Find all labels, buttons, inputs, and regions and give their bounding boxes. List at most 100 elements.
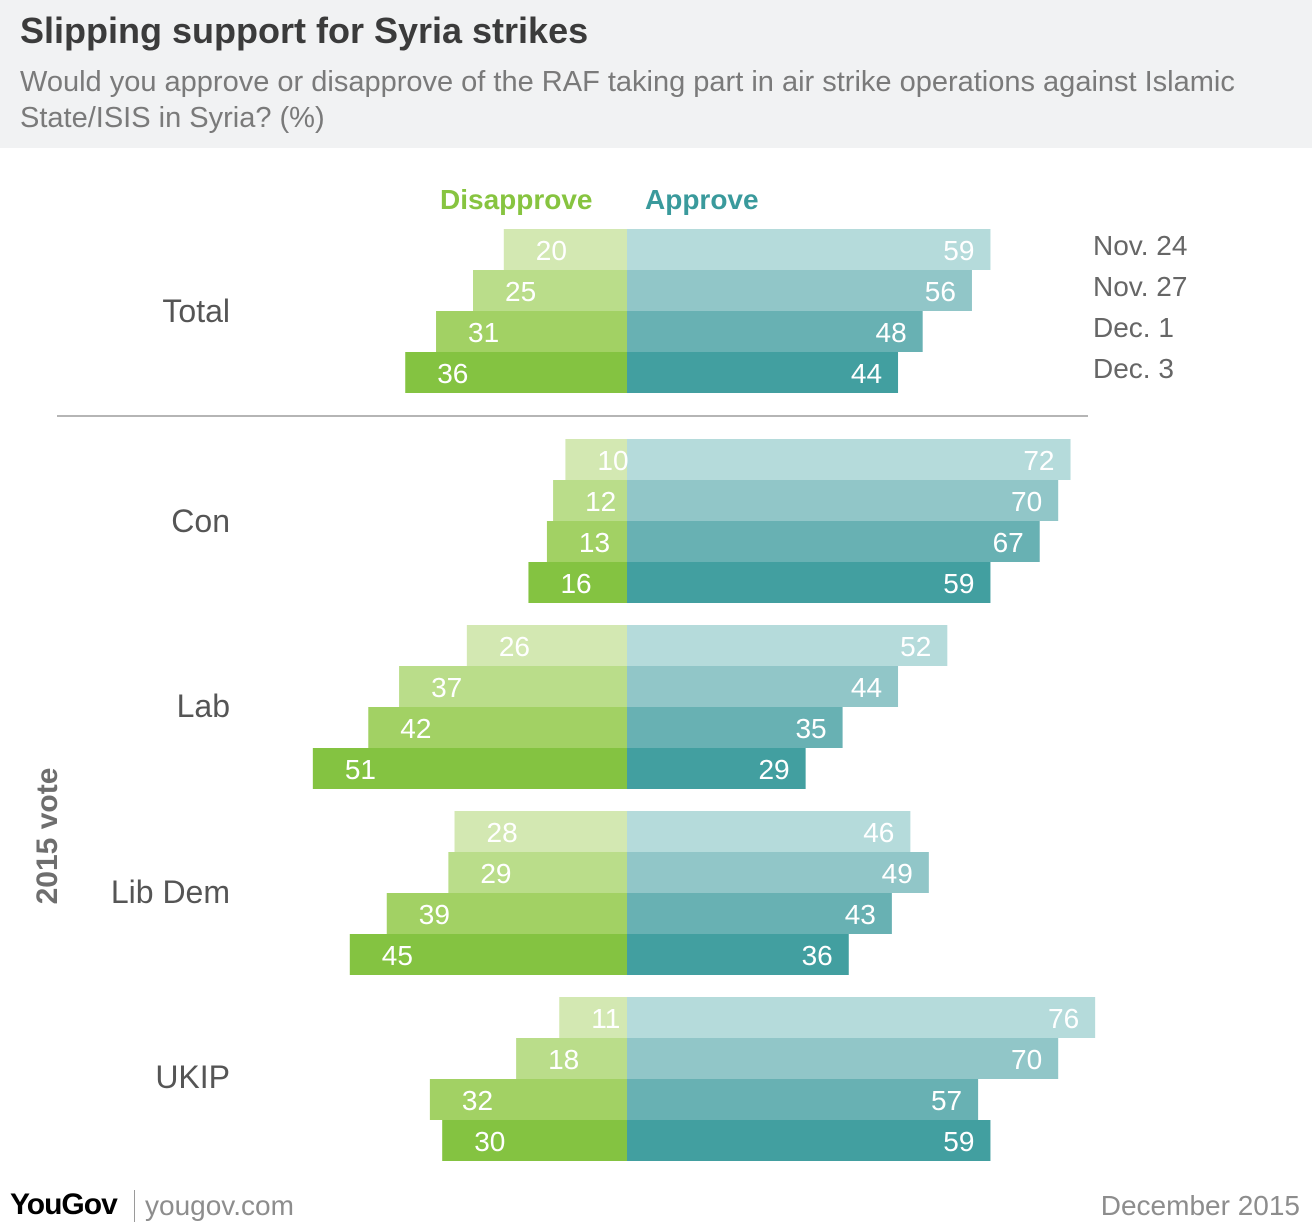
bar-disapprove-total-2 [436, 311, 627, 352]
bar-disapprove-con-3 [528, 562, 627, 603]
value-disapprove-total-0: 20 [536, 235, 567, 266]
group-label-ukip: UKIP [155, 1059, 230, 1095]
value-approve-ukip-2: 57 [931, 1085, 962, 1116]
bar-disapprove-lab-3 [312, 748, 627, 789]
legend-disapprove: Disapprove [440, 184, 593, 215]
value-approve-ukip-0: 76 [1048, 1003, 1079, 1034]
value-disapprove-ukip-3: 30 [474, 1126, 505, 1157]
group-label-con: Con [171, 503, 230, 539]
value-disapprove-lab-3: 51 [345, 754, 376, 785]
legend-approve: Approve [645, 184, 759, 215]
footer-divider [134, 1190, 135, 1222]
bar-approve-lab-3 [627, 748, 806, 789]
value-approve-con-2: 67 [993, 527, 1024, 558]
bar-approve-con-1 [627, 480, 1059, 521]
bar-approve-ukip-3 [627, 1120, 991, 1161]
value-approve-con-1: 70 [1011, 486, 1042, 517]
header: Slipping support for Syria strikes Would… [0, 0, 1312, 148]
wave-label: Dec. 3 [1093, 353, 1174, 384]
bar-approve-lab-2 [627, 707, 843, 748]
value-disapprove-con-0: 10 [597, 445, 628, 476]
bar-approve-total-0 [627, 229, 991, 270]
value-approve-ukip-3: 59 [943, 1126, 974, 1157]
bar-disapprove-total-3 [405, 352, 627, 393]
bar-disapprove-lib-dem-1 [448, 852, 627, 893]
chart-title: Slipping support for Syria strikes [20, 10, 589, 51]
value-disapprove-con-3: 16 [560, 568, 591, 599]
value-disapprove-lib-dem-0: 28 [487, 817, 518, 848]
bar-disapprove-lab-0 [466, 625, 627, 666]
yougov-logo: YouGov [10, 1188, 118, 1221]
value-approve-ukip-1: 70 [1011, 1044, 1042, 1075]
bar-approve-lib-dem-2 [627, 893, 892, 934]
group-label-lab: Lab [177, 688, 230, 724]
value-approve-total-0: 59 [943, 235, 974, 266]
wave-label: Nov. 27 [1093, 271, 1188, 302]
bar-disapprove-ukip-0 [559, 997, 627, 1038]
value-disapprove-lab-1: 37 [431, 672, 462, 703]
bar-approve-con-3 [627, 562, 991, 603]
bar-approve-ukip-2 [627, 1079, 979, 1120]
bar-approve-lab-1 [627, 666, 899, 707]
bar-disapprove-total-0 [503, 229, 627, 270]
value-approve-lib-dem-3: 36 [802, 940, 833, 971]
bar-disapprove-total-1 [473, 270, 627, 311]
footer-date: December 2015 [1100, 1190, 1300, 1221]
bar-disapprove-lab-2 [368, 707, 627, 748]
value-disapprove-lib-dem-2: 39 [419, 899, 450, 930]
bar-disapprove-con-2 [546, 521, 627, 562]
vote-axis-label: 2015 vote [31, 767, 64, 905]
footer-site: yougov.com [145, 1190, 294, 1221]
value-approve-total-3: 44 [851, 358, 882, 389]
value-approve-lab-2: 35 [795, 713, 826, 744]
value-disapprove-lib-dem-1: 29 [480, 858, 511, 889]
value-disapprove-total-2: 31 [468, 317, 499, 348]
bar-disapprove-con-1 [553, 480, 627, 521]
bar-approve-total-1 [627, 270, 972, 311]
value-disapprove-lab-2: 42 [400, 713, 431, 744]
value-approve-lib-dem-1: 49 [882, 858, 913, 889]
value-approve-lab-3: 29 [758, 754, 789, 785]
bar-disapprove-ukip-3 [442, 1120, 627, 1161]
chart-subtitle: Would you approve or disapprove of the R… [20, 66, 1235, 134]
bar-approve-con-0 [627, 439, 1071, 480]
value-disapprove-lab-0: 26 [499, 631, 530, 662]
bar-disapprove-lib-dem-2 [386, 893, 627, 934]
value-disapprove-ukip-1: 18 [548, 1044, 579, 1075]
group-label-total: Total [162, 293, 230, 329]
value-approve-lab-0: 52 [900, 631, 931, 662]
bar-approve-total-2 [627, 311, 923, 352]
bar-disapprove-ukip-1 [516, 1038, 627, 1079]
value-disapprove-total-3: 36 [437, 358, 468, 389]
wave-label: Nov. 24 [1093, 230, 1188, 261]
value-disapprove-ukip-2: 32 [462, 1085, 493, 1116]
value-approve-con-0: 72 [1023, 445, 1054, 476]
value-disapprove-total-1: 25 [505, 276, 536, 307]
bar-approve-lib-dem-3 [627, 934, 849, 975]
value-approve-lib-dem-2: 43 [845, 899, 876, 930]
bar-disapprove-con-0 [565, 439, 627, 480]
bar-disapprove-ukip-2 [429, 1079, 627, 1120]
value-disapprove-con-1: 12 [585, 486, 616, 517]
value-disapprove-con-2: 13 [579, 527, 610, 558]
bar-approve-total-3 [627, 352, 899, 393]
value-disapprove-ukip-0: 11 [591, 1003, 620, 1034]
bar-disapprove-lab-1 [399, 666, 627, 707]
bar-disapprove-lib-dem-0 [454, 811, 627, 852]
value-disapprove-lib-dem-3: 45 [382, 940, 413, 971]
value-approve-con-3: 59 [943, 568, 974, 599]
wave-label: Dec. 1 [1093, 312, 1174, 343]
value-approve-total-2: 48 [876, 317, 907, 348]
group-label-lib-dem: Lib Dem [111, 874, 230, 910]
bar-approve-lib-dem-1 [627, 852, 929, 893]
bar-approve-ukip-1 [627, 1038, 1059, 1079]
bar-approve-lib-dem-0 [627, 811, 911, 852]
bar-approve-con-2 [627, 521, 1040, 562]
value-approve-lib-dem-0: 46 [863, 817, 894, 848]
bar-approve-ukip-0 [627, 997, 1096, 1038]
value-approve-total-1: 56 [925, 276, 956, 307]
bar-approve-lab-0 [627, 625, 948, 666]
value-approve-lab-1: 44 [851, 672, 882, 703]
bar-disapprove-lib-dem-3 [349, 934, 627, 975]
